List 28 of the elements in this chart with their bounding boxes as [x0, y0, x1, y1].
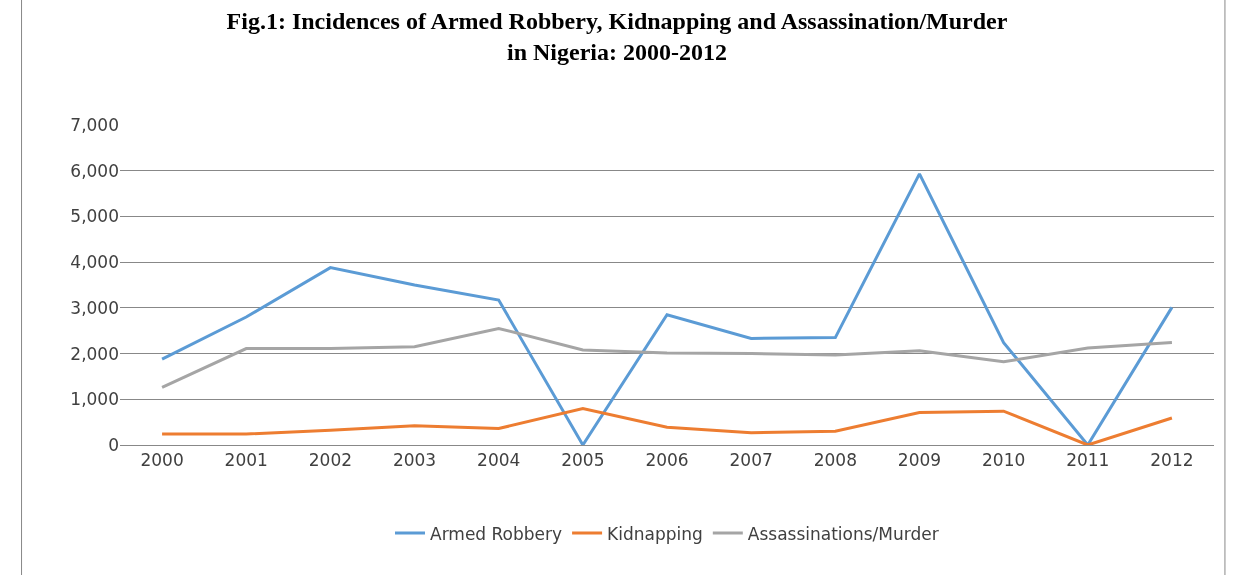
line-series	[160, 406, 1174, 445]
y-tick-label: 1,000	[70, 389, 119, 410]
chart-title: Fig.1: Incidences of Armed Robbery, Kidnapping and Assassination/Murder in Nigeria: 2000-2012	[226, 7, 1008, 65]
y-tick-label: 7,000	[70, 114, 119, 135]
x-tick-label: 2008	[813, 450, 857, 471]
legend-label: Kidnapping	[607, 523, 703, 544]
legend-label: Assassinations/Murder	[747, 523, 939, 544]
y-tick-label: 2,000	[70, 343, 119, 364]
x-tick-label: 2000	[140, 450, 184, 471]
x-tick-label: 2012	[1150, 450, 1194, 471]
x-tick-label: 2006	[645, 450, 689, 471]
x-tick-label: 2009	[897, 450, 942, 471]
x-tick-label: 2005	[561, 450, 605, 471]
x-tick-label: 2007	[729, 450, 773, 471]
y-tick-label: 0	[108, 434, 119, 455]
x-tick-label: 2011	[1066, 450, 1110, 471]
x-tick-label: 2002	[308, 450, 353, 471]
y-tick-label: 3,000	[70, 297, 119, 318]
legend-label: Armed Robbery	[430, 523, 563, 544]
y-tick-label: 6,000	[70, 160, 119, 181]
x-tick-label: 2003	[392, 450, 437, 471]
line-series	[160, 172, 1174, 445]
x-tick-label: 2004	[477, 450, 521, 471]
line-series	[160, 326, 1174, 389]
x-tick-label: 2010	[981, 450, 1026, 471]
y-tick-label: 5,000	[70, 206, 119, 227]
x-tick-label: 2001	[224, 450, 268, 471]
y-tick-label: 4,000	[70, 252, 119, 273]
